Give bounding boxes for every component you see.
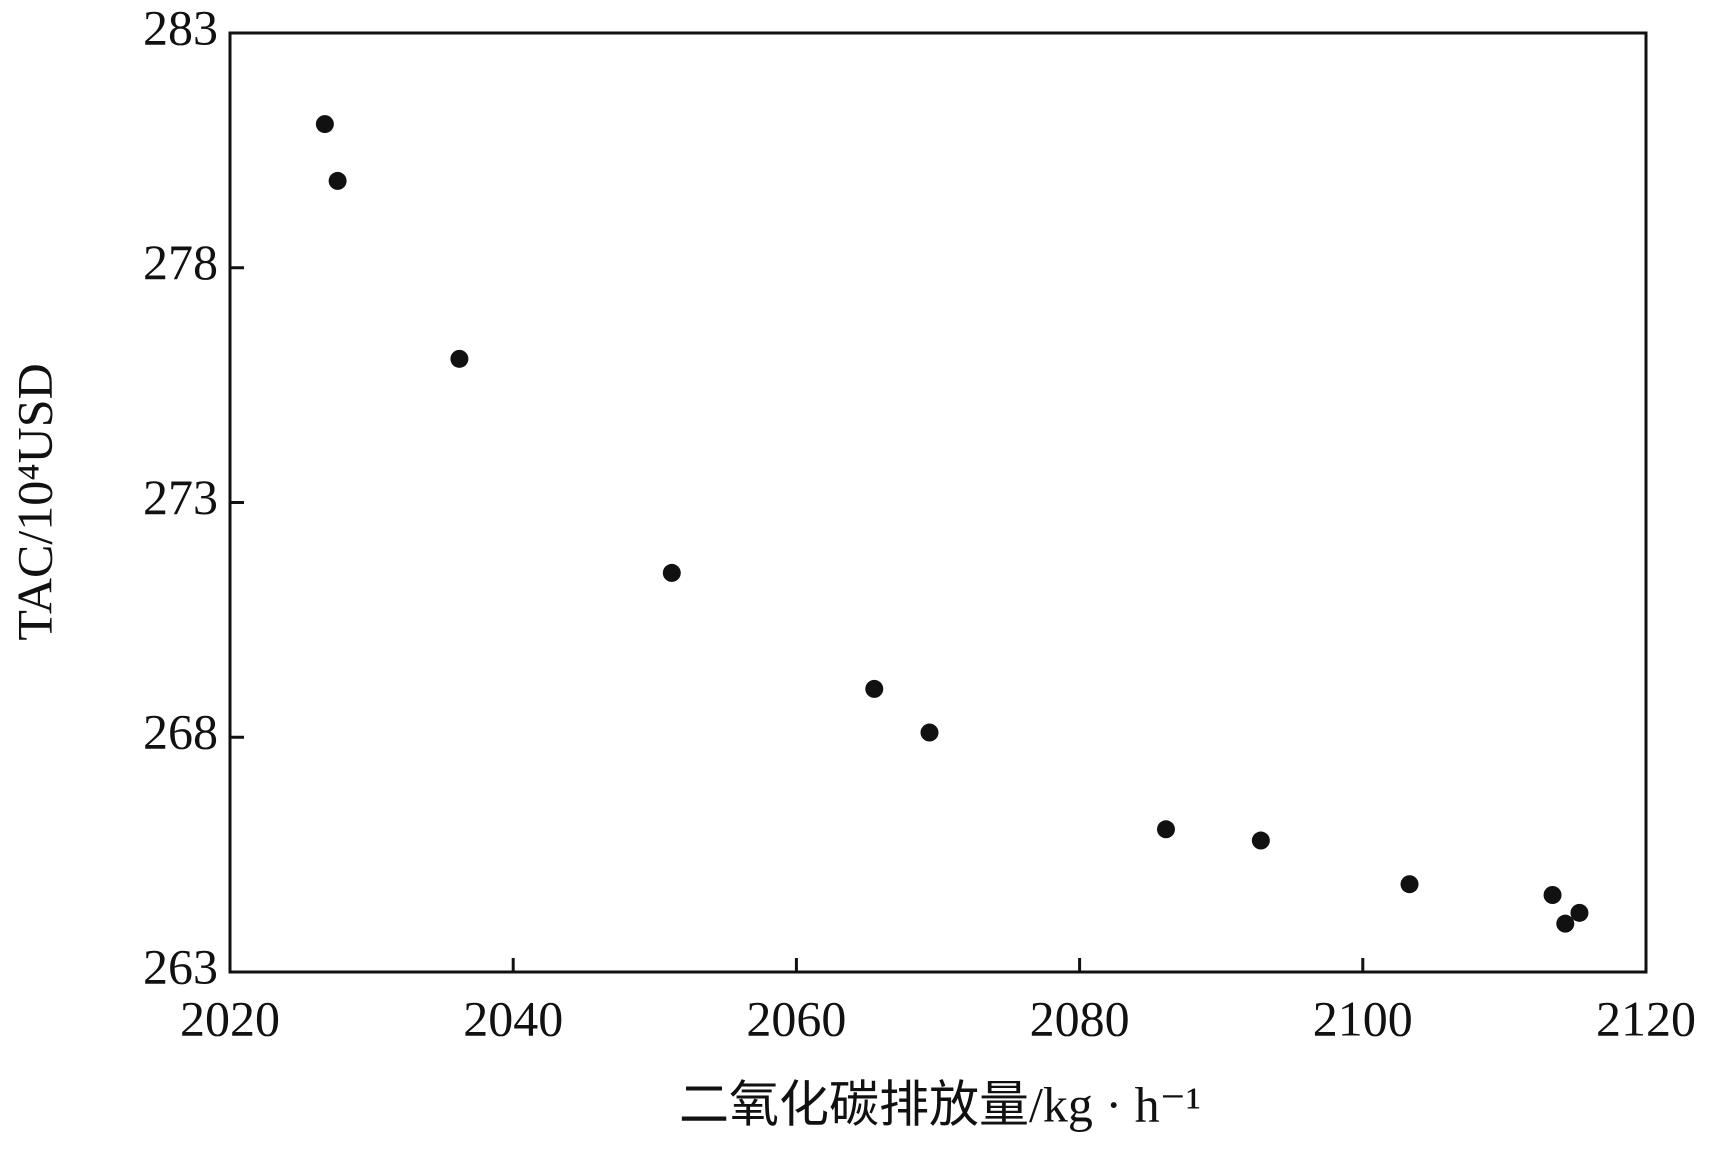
x-tick-label: 2040 — [463, 990, 563, 1046]
scatter-point — [865, 679, 884, 698]
scatter-point — [1570, 903, 1589, 922]
scatter-point — [1156, 820, 1175, 839]
x-tick-label: 2120 — [1596, 990, 1696, 1046]
x-tick-label: 2080 — [1030, 990, 1130, 1046]
scatter-point — [920, 723, 939, 742]
scatter-point — [315, 115, 334, 134]
y-tick-label: 278 — [143, 234, 218, 290]
scatter-point — [1400, 875, 1419, 894]
y-tick-label: 283 — [143, 0, 218, 55]
x-tick-label: 2060 — [746, 990, 846, 1046]
scatter-point — [1543, 886, 1562, 905]
x-tick-label: 2020 — [180, 990, 280, 1046]
scatter-point — [1251, 831, 1270, 850]
y-tick-label: 268 — [143, 704, 218, 760]
x-axis-label: 二氧化碳排放量/kg · h⁻¹ — [679, 1076, 1201, 1132]
scatter-point — [662, 563, 681, 582]
plot-frame — [228, 31, 1648, 974]
y-tick-label: 273 — [143, 469, 218, 525]
x-tick-label: 2100 — [1313, 990, 1413, 1046]
scatter-point — [1556, 914, 1575, 933]
scatter-point — [328, 171, 347, 190]
y-axis-label: TAC/10⁴USD — [6, 363, 62, 640]
y-tick-label: 263 — [143, 938, 218, 994]
scatter-point — [450, 349, 469, 368]
